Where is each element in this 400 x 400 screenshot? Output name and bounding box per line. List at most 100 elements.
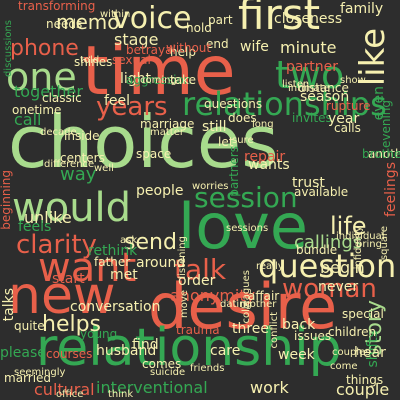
word-beginning: beginning bbox=[0, 170, 13, 230]
word-suicide: suicide bbox=[150, 367, 186, 378]
word-people: people bbox=[136, 183, 184, 199]
word-repair: repair bbox=[244, 149, 286, 165]
word-seemingly: seemingly bbox=[14, 367, 66, 378]
word-unlike: unlike bbox=[24, 208, 72, 227]
word-listen: listen bbox=[282, 79, 310, 90]
word-choices: choices bbox=[8, 100, 279, 184]
word-feels: feels bbox=[18, 219, 52, 235]
word-wants: wants bbox=[248, 157, 290, 173]
word-hold: hold bbox=[186, 21, 212, 35]
word-woman: woman bbox=[282, 274, 377, 304]
word-without: without bbox=[166, 41, 212, 55]
word-new: new bbox=[8, 266, 116, 326]
word-individual: individual bbox=[336, 231, 385, 242]
word-met: met bbox=[110, 267, 138, 283]
word-help: help bbox=[170, 45, 196, 59]
word-available: available bbox=[294, 185, 349, 199]
word-matter: matter bbox=[150, 127, 184, 138]
word-helps: helps bbox=[42, 312, 102, 337]
word-think: think bbox=[108, 389, 134, 400]
word-take: take bbox=[170, 73, 196, 87]
word-bundle: bundle bbox=[296, 243, 338, 257]
word-issues: issues bbox=[294, 329, 332, 343]
word-children: children bbox=[328, 325, 377, 339]
word-couples: couples bbox=[332, 347, 371, 358]
word-shines: shines bbox=[74, 55, 113, 69]
word-move: move bbox=[179, 290, 190, 318]
word-transforming: transforming bbox=[18, 0, 96, 13]
word-order: order bbox=[178, 273, 216, 289]
word-end: end bbox=[206, 37, 229, 51]
word-one: one bbox=[6, 55, 77, 99]
word-closeness: closeness bbox=[274, 11, 343, 27]
word-affair: affair bbox=[248, 289, 280, 303]
word-friends: friends bbox=[190, 363, 225, 374]
word-please: please bbox=[0, 345, 46, 361]
word-cultural: cultural bbox=[34, 380, 95, 399]
word-does: does bbox=[228, 111, 257, 125]
word-start: start bbox=[52, 271, 85, 287]
word-intimate: intimate bbox=[288, 83, 330, 94]
word-husband: husband bbox=[96, 343, 157, 359]
word-needs: needs bbox=[46, 17, 83, 31]
word-another: another bbox=[368, 147, 400, 161]
word-married: married bbox=[4, 371, 52, 385]
word-ask: ask bbox=[120, 235, 138, 246]
word-sessions: sessions bbox=[226, 223, 269, 234]
word-season: season bbox=[300, 89, 350, 105]
word-light: light bbox=[120, 71, 152, 87]
word-voice: voice bbox=[112, 1, 192, 36]
word-together: together bbox=[14, 82, 83, 101]
word-onetime: onetime bbox=[12, 103, 62, 117]
word-desire: desire bbox=[148, 270, 338, 343]
word-two: two bbox=[275, 53, 345, 97]
word-would: would bbox=[12, 185, 132, 231]
word-well: well bbox=[94, 163, 114, 174]
word-listening: listening bbox=[177, 236, 188, 279]
word-minute: minute bbox=[280, 38, 337, 57]
word-quite: quite bbox=[14, 319, 45, 333]
word-rethink: rethink bbox=[88, 243, 138, 259]
word-space: space bbox=[136, 147, 172, 161]
word-interventional: interventional bbox=[96, 378, 208, 397]
word-father: father bbox=[94, 255, 131, 269]
word-session: session bbox=[194, 181, 298, 214]
word-classic: classic bbox=[42, 91, 82, 105]
word-let: let bbox=[218, 135, 234, 149]
word-feel: feel bbox=[104, 93, 131, 109]
word-anonymity: anonymity bbox=[170, 286, 256, 305]
word-stage: stage bbox=[114, 30, 159, 49]
word-partner: partner bbox=[286, 59, 338, 75]
word-conversation: conversation bbox=[70, 299, 161, 315]
word-three: three bbox=[232, 321, 270, 337]
word-still: still bbox=[202, 119, 227, 135]
word-sure: sure bbox=[232, 135, 254, 146]
word-first: first bbox=[238, 0, 321, 39]
word-time: time bbox=[82, 32, 236, 111]
word-centers: centers bbox=[60, 151, 105, 165]
word-hear: hear bbox=[354, 345, 386, 361]
word-partners: partners bbox=[227, 146, 241, 197]
word-invites: invites bbox=[292, 111, 332, 125]
word-find: find bbox=[132, 337, 159, 353]
word-family: family bbox=[340, 1, 384, 17]
word-evening: evening bbox=[379, 100, 393, 149]
word-relationship: relationship bbox=[36, 318, 342, 378]
word-difference: difference bbox=[44, 159, 95, 170]
word-betrayal: betrayal bbox=[126, 43, 176, 57]
word-care: care bbox=[210, 343, 241, 359]
word-talks: talks bbox=[1, 288, 17, 322]
word-call: call bbox=[14, 110, 42, 129]
word-calls: calls bbox=[334, 121, 361, 135]
word-told: told bbox=[80, 55, 100, 66]
word-couple: couple bbox=[336, 380, 390, 399]
word-work: work bbox=[250, 378, 289, 397]
word-questions: questions bbox=[204, 97, 263, 111]
word-bring: bring bbox=[356, 239, 382, 250]
word-love: love bbox=[178, 190, 308, 263]
word-within: within bbox=[100, 9, 131, 20]
word-memo: memo bbox=[56, 10, 120, 34]
word-courses: courses bbox=[46, 347, 93, 361]
word-year: year bbox=[328, 111, 360, 127]
word-mother: mother bbox=[240, 299, 277, 310]
